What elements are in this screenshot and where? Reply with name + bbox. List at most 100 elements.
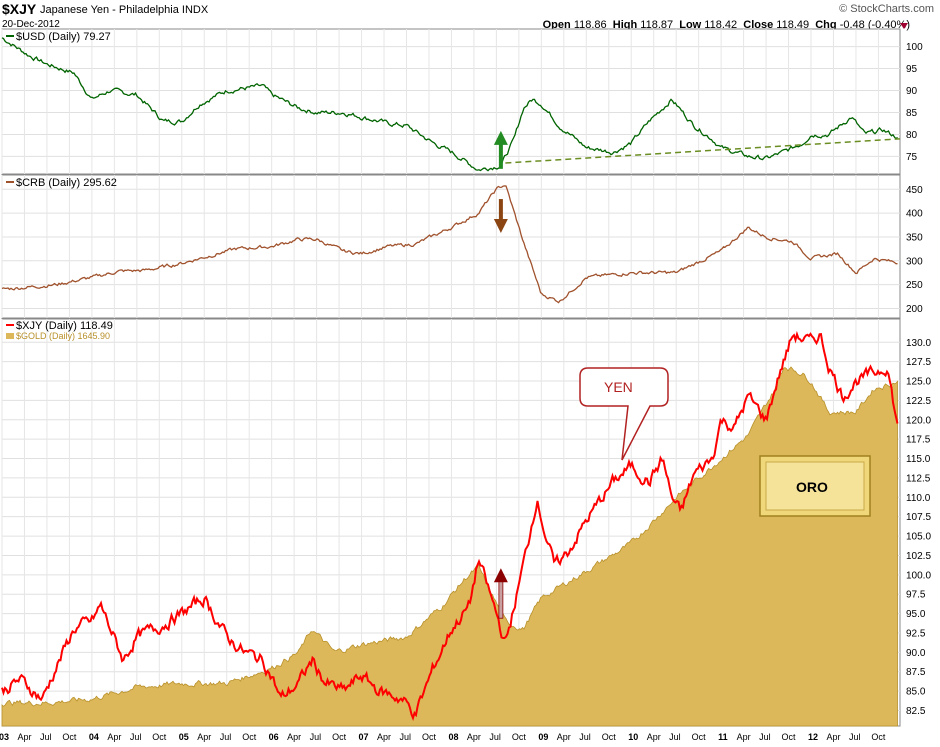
open-label: Open <box>542 19 571 31</box>
y-tick-label: 85.0 <box>906 687 926 698</box>
xjy-legend: $XJY (Daily) 118.49$GOLD (Daily) 1645.90 <box>6 320 113 341</box>
x-tick-label: 03 <box>0 732 9 742</box>
y-tick-label: 85 <box>906 108 918 119</box>
x-tick-label: 04 <box>89 732 99 742</box>
x-tick-label: Apr <box>107 732 121 742</box>
yen-series-line <box>1 330 899 722</box>
arrow-up-icon <box>493 568 508 619</box>
y-tick-label: 90.0 <box>906 648 926 659</box>
x-tick-label: Apr <box>287 732 301 742</box>
arrow-down-icon <box>493 199 508 234</box>
arrow-up-icon <box>493 130 508 169</box>
chart-symbol: $XJY <box>2 1 37 17</box>
x-tick-label: Oct <box>242 732 257 742</box>
x-tick-label: Apr <box>647 732 661 742</box>
x-tick-label: 06 <box>269 732 279 742</box>
chg-value: -0.48 (-0.40%) <box>839 19 910 31</box>
y-tick-label: 115.0 <box>906 454 931 465</box>
y-tick-label: 400 <box>906 209 923 220</box>
y-tick-label: 200 <box>906 304 923 315</box>
y-tick-label: 125.0 <box>906 377 931 388</box>
x-tick-label: Jul <box>669 732 681 742</box>
usd-legend: $USD (Daily) 79.27 <box>6 31 111 43</box>
x-tick-label: Oct <box>871 732 886 742</box>
high-value: 118.87 <box>640 19 674 31</box>
x-tick-label: Jul <box>400 732 412 742</box>
x-tick-label: Jul <box>130 732 142 742</box>
gold-legend-text: $GOLD (Daily) 1645.90 <box>16 331 110 341</box>
close-label: Close <box>743 19 774 31</box>
x-tick-label: Oct <box>62 732 77 742</box>
y-tick-label: 102.5 <box>906 551 931 562</box>
watermark: © StockCharts.com <box>839 3 934 15</box>
x-tick-label: Apr <box>17 732 31 742</box>
usd-trendline <box>505 138 901 164</box>
low-label: Low <box>679 19 702 31</box>
y-tick-label: 100.0 <box>906 570 931 581</box>
x-tick-label: Jul <box>849 732 861 742</box>
y-tick-label: 92.5 <box>906 628 926 639</box>
y-tick-label: 250 <box>906 280 923 291</box>
y-tick-label: 107.5 <box>906 512 931 523</box>
y-tick-label: 97.5 <box>906 590 926 601</box>
ohlc-readout: Open 118.86 High 118.87 Low 118.42 Close… <box>543 19 910 31</box>
change-down-icon <box>900 23 908 29</box>
usd-legend-text: $USD (Daily) 79.27 <box>16 31 111 43</box>
x-tick-label: Oct <box>422 732 437 742</box>
x-tick-label: Jul <box>310 732 322 742</box>
y-tick-label: 450 <box>906 185 923 196</box>
x-tick-label: 07 <box>359 732 369 742</box>
x-tick-label: Oct <box>692 732 707 742</box>
y-tick-label: 105.0 <box>906 532 931 543</box>
x-tick-label: Oct <box>782 732 797 742</box>
x-tick-label: Apr <box>467 732 481 742</box>
x-tick-label: Jul <box>489 732 501 742</box>
x-tick-label: Apr <box>557 732 571 742</box>
y-tick-label: 110.0 <box>906 493 931 504</box>
x-tick-label: Jul <box>220 732 232 742</box>
y-tick-label: 90 <box>906 86 918 97</box>
xjy-legend-text: $XJY (Daily) 118.49 <box>16 320 113 332</box>
x-tick-label: 11 <box>718 732 728 742</box>
x-tick-label: Jul <box>40 732 52 742</box>
y-tick-label: 100 <box>906 42 923 53</box>
y-tick-label: 300 <box>906 256 923 267</box>
x-tick-label: Oct <box>602 732 617 742</box>
y-tick-label: 82.5 <box>906 706 926 717</box>
x-tick-label: Oct <box>512 732 527 742</box>
x-tick-label: 08 <box>448 732 458 742</box>
x-tick-label: 09 <box>538 732 548 742</box>
x-tick-label: Jul <box>759 732 771 742</box>
x-tick-label: 12 <box>808 732 818 742</box>
y-tick-label: 122.5 <box>906 396 931 407</box>
crb-legend-text: $CRB (Daily) 295.62 <box>16 177 117 189</box>
y-tick-label: 130.0 <box>906 338 931 349</box>
x-tick-label: Apr <box>197 732 211 742</box>
x-tick-label: Apr <box>737 732 751 742</box>
low-value: 118.42 <box>704 19 738 31</box>
x-tick-label: 05 <box>179 732 189 742</box>
y-tick-label: 95 <box>906 64 918 75</box>
y-tick-label: 350 <box>906 232 923 243</box>
oro-label-box: ORO <box>759 455 871 517</box>
y-tick-label: 87.5 <box>906 667 926 678</box>
chart-name: Japanese Yen - Philadelphia INDX <box>40 4 209 16</box>
gold-area <box>1 366 898 727</box>
oro-label-text: ORO <box>796 479 828 495</box>
x-tick-label: Jul <box>579 732 591 742</box>
x-tick-label: 10 <box>628 732 638 742</box>
y-tick-label: 117.5 <box>906 435 931 446</box>
close-value: 118.49 <box>776 19 810 31</box>
y-tick-label: 112.5 <box>906 473 931 484</box>
high-label: High <box>612 19 638 31</box>
y-tick-label: 120.0 <box>906 415 931 426</box>
usd-series-line <box>1 37 898 172</box>
chart-date: 20-Dec-2012 <box>2 19 60 30</box>
open-value: 118.86 <box>573 19 607 31</box>
x-tick-label: Apr <box>826 732 840 742</box>
chg-label: Chg <box>815 19 837 31</box>
crb-series-line <box>1 185 898 304</box>
y-tick-label: 80 <box>906 130 918 141</box>
yen-callout-text: YEN <box>604 379 633 395</box>
